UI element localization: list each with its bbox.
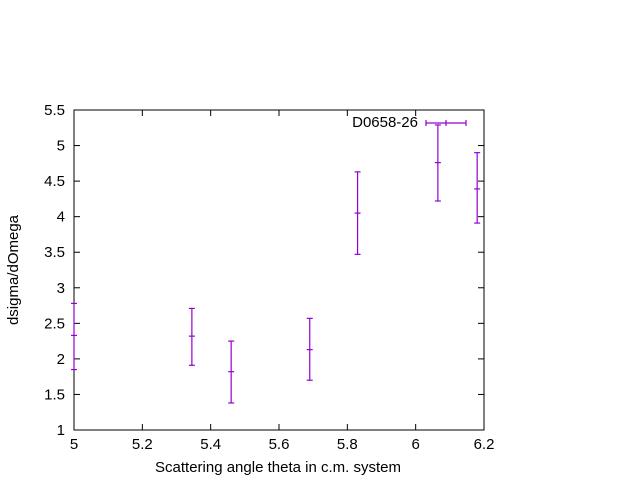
- y-tick-label: 3: [57, 280, 65, 297]
- y-tick-label: 4: [57, 209, 65, 226]
- y-tick-label: 1.5: [44, 386, 65, 403]
- data-point: [71, 302, 77, 371]
- y-tick-label: 5: [57, 138, 65, 155]
- x-tick-label: 6: [411, 436, 419, 453]
- x-axis: 5 5.2 5.4 5.6 5.8 6 6.2: [70, 110, 495, 453]
- data-point: [188, 307, 195, 366]
- x-tick-label: 6.2: [474, 436, 495, 453]
- data-point: [474, 152, 481, 224]
- data-series: [71, 124, 481, 404]
- y-tick-label: 4.5: [44, 173, 65, 190]
- x-tick-label: 5.8: [337, 436, 358, 453]
- x-tick-label: 5.4: [200, 436, 221, 453]
- y-tick-label: 2.5: [44, 315, 65, 332]
- data-point: [228, 340, 235, 404]
- y-tick-label: 3.5: [44, 244, 65, 261]
- y-tick-label: 2: [57, 351, 65, 368]
- data-point: [354, 171, 361, 255]
- legend: D0658-26: [352, 114, 467, 131]
- plot-frame: [73, 109, 485, 431]
- x-tick-label: 5.2: [132, 436, 153, 453]
- y-axis-label: dsigma/dOmega: [5, 214, 22, 325]
- y-axis: 1 1.5 2 2.5 3 3.5 4 4.5 5 5.5: [44, 102, 484, 439]
- legend-label: D0658-26: [352, 114, 418, 131]
- data-point: [434, 124, 441, 202]
- x-tick-label: 5: [70, 436, 78, 453]
- y-tick-label: 1: [57, 422, 65, 439]
- x-tick-label: 5.6: [269, 436, 290, 453]
- data-point: [306, 317, 313, 381]
- y-tick-label: 5.5: [44, 102, 65, 119]
- x-axis-label: Scattering angle theta in c.m. system: [155, 459, 401, 476]
